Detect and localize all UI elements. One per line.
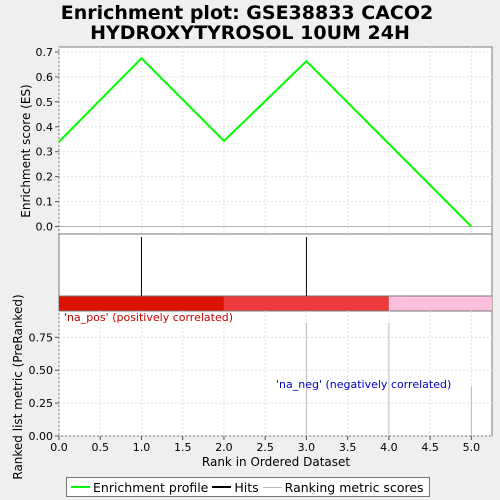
x-tick-label: 2.0	[215, 441, 233, 454]
legend-swatch-ranking-metric-scores	[262, 486, 282, 488]
ranking-bar-segment	[59, 296, 224, 311]
es-y-tick-label: 0.1	[36, 196, 54, 209]
x-tick-label: 5.0	[463, 441, 481, 454]
hits-panel	[58, 233, 493, 297]
metric-y-tick-label: 0.00	[29, 430, 54, 443]
x-tick-label: 4.5	[421, 441, 439, 454]
metric-y-tick-label: 0.25	[29, 397, 54, 410]
ranking-bar-segment	[388, 296, 492, 311]
x-tick-label: 2.5	[256, 441, 274, 454]
legend-item-enrichment-profile: Enrichment profile	[71, 480, 208, 495]
metric-y-tick-label: 0.50	[29, 364, 54, 377]
es-y-tick-label: 0.5	[36, 96, 54, 109]
x-tick-label: 4.0	[380, 441, 398, 454]
metric-y-ticks: 0.00 0.25 0.50 0.75	[29, 331, 59, 443]
hit-lines	[140, 237, 307, 296]
legend-swatch-hits	[212, 486, 232, 488]
metric-panel	[58, 310, 493, 437]
es-y-tick-label: 0.6	[36, 71, 54, 84]
x-tick-label: 0.5	[91, 441, 109, 454]
es-y-tick-label: 0.3	[36, 146, 54, 159]
x-tick-label: 3.5	[339, 441, 357, 454]
es-y-tick-label: 0.7	[36, 46, 54, 59]
es-y-tick-label: 0.0	[36, 221, 54, 234]
legend-label-ranking-metric-scores: Ranking metric scores	[284, 479, 424, 495]
plot-title-line-2: HYDROXYTYROSOL 10UM 24H	[90, 22, 410, 44]
x-tick-label: 0.0	[50, 441, 68, 454]
legend-item-hits: Hits	[212, 479, 259, 495]
metric-bars	[305, 322, 472, 436]
na-neg-label: 'na_neg' (negatively correlated)	[276, 378, 451, 391]
x-tick-label: 1.0	[133, 441, 151, 454]
metric-y-tick-label: 0.75	[29, 331, 54, 344]
x-ticks: 0.0 0.5 1.0 1.5 2.0 2.5 3.0 3.5 4.0 4.5 5.0	[50, 436, 480, 454]
es-y-ticks: 0.0 0.1 0.2 0.3 0.4 0.5 0.6 0.7	[36, 46, 59, 234]
ranking-bar	[59, 296, 492, 311]
es-panel	[58, 46, 493, 235]
x-axis-label: Rank in Ordered Dataset	[202, 455, 350, 469]
es-y-tick-label: 0.2	[36, 171, 54, 184]
na-pos-label: 'na_pos' (positively correlated)	[64, 311, 233, 324]
legend: Enrichment profile Hits Ranking metric s…	[66, 477, 430, 497]
legend-item-ranking-metric-scores: Ranking metric scores	[262, 479, 424, 495]
legend-label-enrichment-profile: Enrichment profile	[93, 479, 209, 495]
enrichment-profile-line	[58, 56, 473, 228]
legend-label-hits: Hits	[234, 479, 259, 495]
x-tick-label: 1.5	[174, 441, 192, 454]
metric-y-axis-label: Ranked list metric (PreRanked)	[11, 294, 25, 479]
ranking-bar-segment	[223, 296, 389, 311]
es-y-tick-label: 0.4	[36, 121, 54, 134]
es-y-axis-label: Enrichment score (ES)	[19, 84, 33, 217]
x-tick-label: 3.0	[298, 441, 316, 454]
es-grid	[58, 47, 492, 234]
legend-swatch-enrichment-profile	[71, 486, 90, 488]
plot-title-line-1: Enrichment plot: GSE38833 CACO2	[61, 2, 434, 24]
